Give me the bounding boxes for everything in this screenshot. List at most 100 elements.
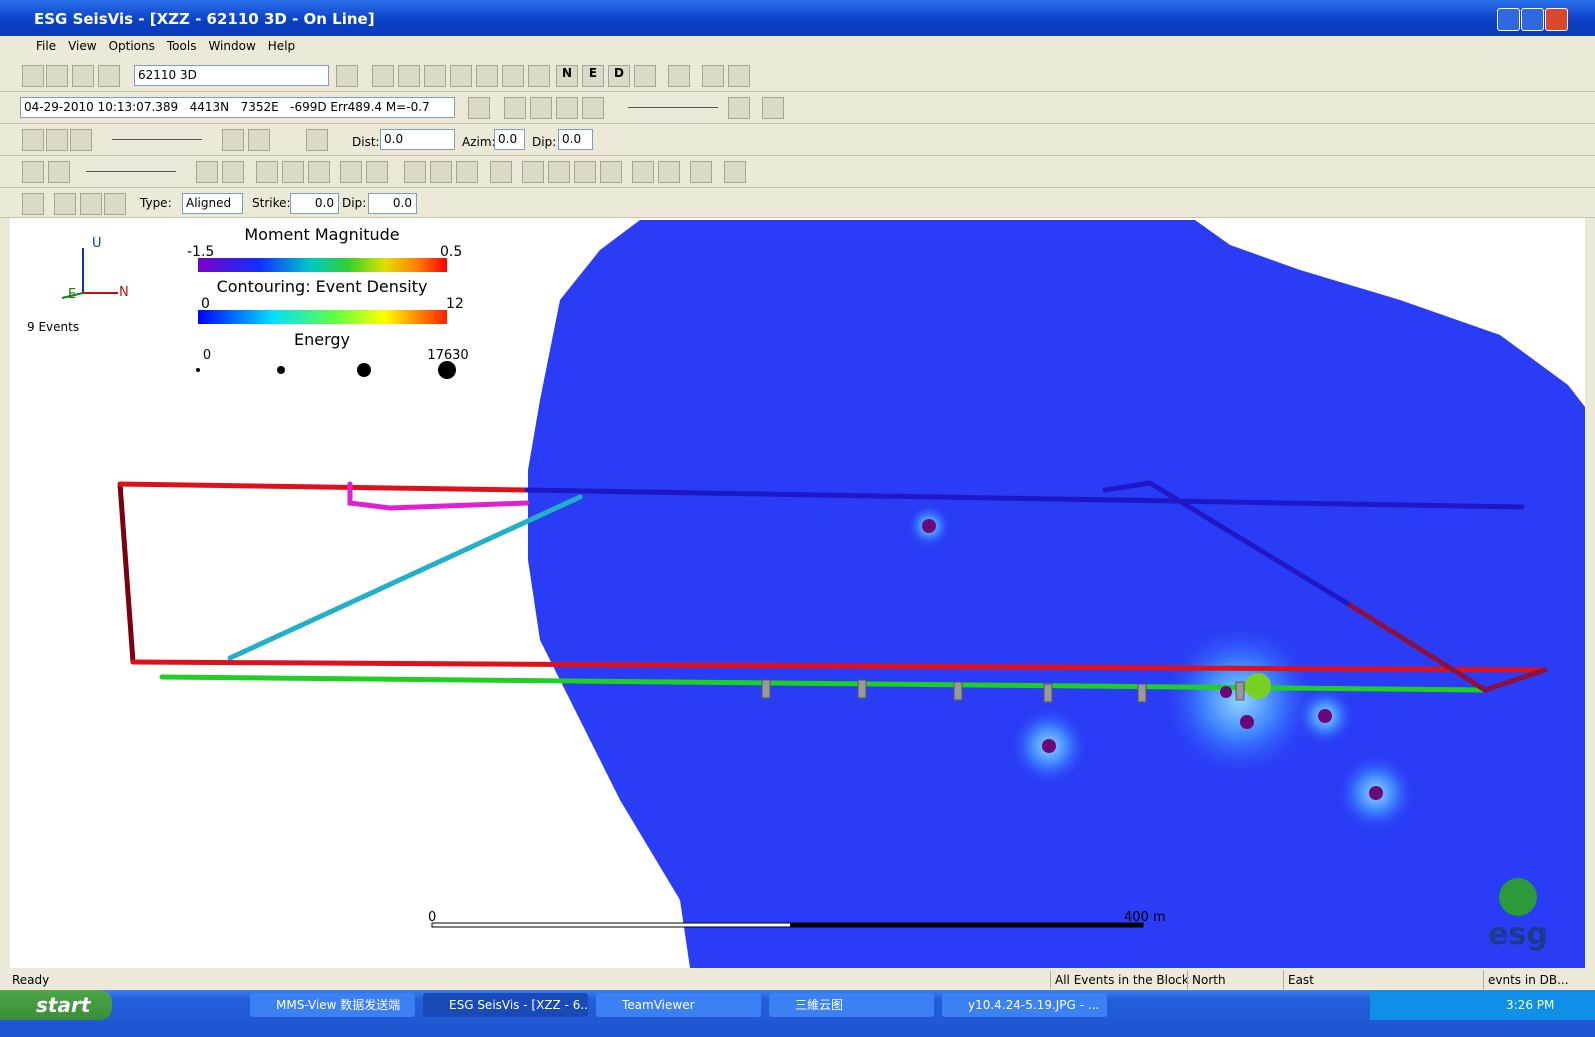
ruler-button[interactable] bbox=[306, 129, 328, 151]
task-button[interactable]: 三維云图 bbox=[769, 993, 934, 1017]
start-button[interactable]: start bbox=[0, 990, 112, 1020]
tool-button[interactable] bbox=[340, 161, 362, 183]
tool-button[interactable] bbox=[70, 129, 92, 151]
tool-button[interactable] bbox=[54, 193, 76, 215]
tool-button[interactable] bbox=[530, 97, 552, 119]
tool-button[interactable] bbox=[196, 161, 218, 183]
tool-button[interactable] bbox=[724, 161, 746, 183]
project-combo[interactable]: 62110 3D bbox=[134, 65, 329, 86]
tool-button[interactable] bbox=[22, 129, 44, 151]
size-sample bbox=[277, 366, 285, 374]
grid-button[interactable] bbox=[468, 97, 490, 119]
tool-button[interactable] bbox=[504, 97, 526, 119]
tool-button[interactable] bbox=[522, 161, 544, 183]
task-button[interactable]: ESG SeisVis - [XZZ - 6... bbox=[423, 993, 588, 1017]
menu-item[interactable]: Help bbox=[267, 39, 296, 53]
tool-button[interactable] bbox=[658, 161, 680, 183]
menu-item[interactable]: Window bbox=[208, 39, 256, 53]
task-button[interactable]: TeamViewer bbox=[596, 993, 761, 1017]
tool-button[interactable] bbox=[404, 161, 426, 183]
tool-button[interactable] bbox=[728, 65, 750, 87]
tool-button[interactable] bbox=[634, 65, 656, 87]
legend-title: Energy bbox=[294, 330, 350, 349]
home-button[interactable] bbox=[336, 65, 358, 87]
tool-button[interactable] bbox=[46, 129, 68, 151]
menu-item[interactable]: Options bbox=[108, 39, 155, 53]
tool-button[interactable] bbox=[222, 161, 244, 183]
tool-button[interactable] bbox=[22, 193, 44, 215]
slider[interactable] bbox=[86, 171, 176, 172]
tool-button[interactable] bbox=[600, 161, 622, 183]
tool-button[interactable] bbox=[582, 97, 604, 119]
legend-title: Contouring: Event Density bbox=[217, 277, 428, 296]
menu-item[interactable]: File bbox=[36, 39, 57, 53]
3d-viewport[interactable]: U E N 9 Events Moment Magnitude -1.5 0.5… bbox=[10, 218, 1585, 968]
azim-field[interactable]: 0.0 bbox=[494, 129, 525, 150]
event[interactable] bbox=[1042, 739, 1056, 753]
event[interactable] bbox=[1245, 673, 1271, 699]
tool-button[interactable] bbox=[476, 65, 498, 87]
dip-field[interactable]: 0.0 bbox=[558, 129, 593, 150]
strike-field[interactable]: 0.0 bbox=[290, 193, 339, 214]
dist-field[interactable]: 0.0 bbox=[380, 129, 455, 150]
menu-bar: File View Options Tools Window Help bbox=[0, 36, 1595, 58]
tool-button[interactable] bbox=[372, 65, 394, 87]
plane-dip-field[interactable]: 0.0 bbox=[368, 193, 417, 214]
tool-button[interactable] bbox=[366, 161, 388, 183]
event[interactable] bbox=[1369, 786, 1383, 800]
tool-button[interactable] bbox=[222, 129, 244, 151]
tool-button[interactable] bbox=[22, 161, 44, 183]
tool-button[interactable] bbox=[502, 65, 524, 87]
logo-globe bbox=[1499, 878, 1537, 916]
tool-button[interactable] bbox=[424, 65, 446, 87]
minimize-button[interactable] bbox=[1497, 8, 1520, 31]
event[interactable] bbox=[1240, 715, 1254, 729]
slider[interactable] bbox=[628, 107, 718, 108]
tool-button[interactable] bbox=[248, 129, 270, 151]
task-button[interactable]: MMS-View 数据发送端 bbox=[250, 993, 415, 1017]
preview-button[interactable] bbox=[98, 65, 120, 87]
tool-button[interactable] bbox=[762, 97, 784, 119]
event[interactable] bbox=[922, 519, 936, 533]
tool-button[interactable] bbox=[398, 65, 420, 87]
task-button[interactable]: y10.4.24-5.19.JPG - ... bbox=[942, 993, 1107, 1017]
event[interactable] bbox=[1318, 709, 1332, 723]
tool-button[interactable] bbox=[256, 161, 278, 183]
tool-button[interactable] bbox=[308, 161, 330, 183]
tool-button[interactable] bbox=[490, 161, 512, 183]
restore-button[interactable] bbox=[1521, 8, 1544, 31]
event[interactable] bbox=[1220, 686, 1232, 698]
close-button[interactable] bbox=[1545, 8, 1568, 31]
type-field[interactable]: Aligned bbox=[182, 193, 243, 214]
tool-button[interactable] bbox=[282, 161, 304, 183]
menu-item[interactable]: View bbox=[68, 39, 97, 53]
tool-button[interactable] bbox=[104, 193, 126, 215]
event-info-combo[interactable]: 04-29-2010 10:13:07.389 4413N 7352E -699… bbox=[20, 97, 455, 118]
events bbox=[922, 519, 1383, 800]
sensor bbox=[857, 679, 867, 699]
tool-button[interactable] bbox=[574, 161, 596, 183]
tool-button[interactable] bbox=[548, 161, 570, 183]
tool-button[interactable] bbox=[456, 161, 478, 183]
view-east-button[interactable]: E bbox=[582, 65, 604, 87]
open-button[interactable] bbox=[22, 65, 44, 87]
save-button[interactable] bbox=[46, 65, 68, 87]
tool-button[interactable] bbox=[430, 161, 452, 183]
tool-button[interactable] bbox=[632, 161, 654, 183]
tool-button[interactable] bbox=[690, 161, 712, 183]
menu-item[interactable]: Tools bbox=[166, 39, 197, 53]
tool-button[interactable] bbox=[48, 161, 70, 183]
print-button[interactable] bbox=[72, 65, 94, 87]
view-north-button[interactable]: N bbox=[556, 65, 578, 87]
tool-button[interactable] bbox=[528, 65, 550, 87]
slider[interactable] bbox=[112, 139, 202, 140]
tool-button[interactable] bbox=[668, 65, 690, 87]
view-down-button[interactable]: D bbox=[608, 65, 630, 87]
tool-button[interactable] bbox=[728, 97, 750, 119]
tool-button[interactable] bbox=[556, 97, 578, 119]
tool-button[interactable] bbox=[80, 193, 102, 215]
tool-button[interactable] bbox=[450, 65, 472, 87]
tool-button[interactable] bbox=[702, 65, 724, 87]
tunnel bbox=[130, 659, 1548, 673]
